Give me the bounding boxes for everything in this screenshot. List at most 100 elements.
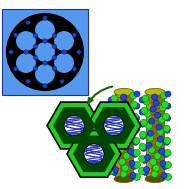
Circle shape: [110, 107, 117, 114]
FancyBboxPatch shape: [146, 92, 164, 179]
Circle shape: [62, 50, 66, 54]
Circle shape: [154, 152, 161, 159]
Circle shape: [108, 109, 114, 115]
Circle shape: [153, 164, 160, 171]
Circle shape: [108, 167, 114, 174]
Polygon shape: [47, 102, 101, 149]
Ellipse shape: [114, 175, 134, 183]
Circle shape: [143, 98, 150, 105]
Circle shape: [111, 157, 117, 163]
Circle shape: [146, 122, 152, 129]
Circle shape: [139, 143, 146, 150]
Circle shape: [117, 146, 124, 153]
Circle shape: [143, 167, 149, 172]
Circle shape: [113, 110, 120, 117]
Circle shape: [165, 91, 171, 97]
Circle shape: [150, 158, 157, 165]
FancyBboxPatch shape: [115, 92, 133, 179]
Ellipse shape: [145, 88, 165, 96]
Circle shape: [129, 160, 135, 167]
Circle shape: [123, 152, 130, 159]
Circle shape: [7, 14, 83, 90]
Circle shape: [54, 30, 75, 51]
Circle shape: [161, 173, 167, 178]
Circle shape: [149, 118, 155, 124]
Circle shape: [128, 104, 135, 111]
Circle shape: [147, 134, 154, 141]
Circle shape: [142, 157, 147, 163]
Circle shape: [128, 148, 134, 154]
Circle shape: [133, 127, 139, 133]
Circle shape: [126, 136, 132, 142]
Circle shape: [148, 146, 155, 153]
Circle shape: [133, 174, 140, 180]
Circle shape: [139, 109, 145, 115]
Circle shape: [33, 66, 38, 71]
Circle shape: [124, 112, 130, 118]
Circle shape: [153, 100, 159, 106]
Circle shape: [130, 173, 136, 178]
Circle shape: [35, 19, 55, 40]
Circle shape: [133, 149, 140, 156]
Circle shape: [139, 155, 146, 162]
Circle shape: [159, 104, 166, 111]
FancyBboxPatch shape: [151, 92, 157, 179]
Circle shape: [108, 121, 114, 127]
Circle shape: [140, 133, 146, 139]
Circle shape: [108, 131, 115, 138]
Circle shape: [84, 144, 104, 164]
Circle shape: [124, 140, 132, 147]
Circle shape: [15, 53, 36, 74]
Polygon shape: [67, 130, 121, 177]
Circle shape: [134, 91, 140, 97]
Circle shape: [152, 94, 158, 100]
Circle shape: [109, 133, 115, 139]
Circle shape: [139, 131, 146, 138]
Circle shape: [132, 125, 139, 132]
Circle shape: [35, 64, 55, 84]
FancyBboxPatch shape: [116, 93, 120, 178]
Circle shape: [119, 158, 126, 165]
Circle shape: [159, 148, 165, 154]
Circle shape: [156, 124, 162, 130]
Circle shape: [26, 20, 30, 25]
FancyBboxPatch shape: [147, 93, 151, 178]
Circle shape: [164, 137, 171, 144]
Circle shape: [26, 79, 30, 84]
Circle shape: [127, 116, 134, 123]
Circle shape: [122, 164, 129, 171]
Circle shape: [109, 119, 116, 126]
Circle shape: [131, 163, 137, 169]
Polygon shape: [87, 102, 141, 149]
Circle shape: [140, 119, 147, 126]
Circle shape: [104, 115, 124, 136]
Circle shape: [125, 124, 131, 130]
Circle shape: [111, 95, 118, 102]
Circle shape: [160, 160, 166, 167]
Polygon shape: [53, 107, 95, 144]
Circle shape: [43, 84, 47, 88]
Circle shape: [139, 167, 146, 174]
Circle shape: [165, 115, 171, 121]
Circle shape: [77, 50, 81, 54]
Circle shape: [24, 50, 28, 54]
Circle shape: [164, 174, 171, 180]
Circle shape: [114, 154, 120, 160]
Circle shape: [121, 94, 127, 100]
Polygon shape: [73, 136, 115, 172]
Circle shape: [146, 142, 152, 148]
Circle shape: [145, 154, 151, 160]
Polygon shape: [93, 107, 135, 144]
Circle shape: [162, 163, 168, 169]
Circle shape: [52, 66, 57, 71]
Circle shape: [133, 137, 140, 144]
Circle shape: [9, 50, 13, 54]
Circle shape: [157, 128, 164, 135]
Circle shape: [157, 136, 163, 142]
Circle shape: [134, 115, 140, 121]
Circle shape: [163, 151, 169, 157]
Circle shape: [139, 121, 146, 127]
Circle shape: [162, 113, 169, 120]
Circle shape: [43, 61, 47, 65]
Circle shape: [141, 145, 147, 151]
